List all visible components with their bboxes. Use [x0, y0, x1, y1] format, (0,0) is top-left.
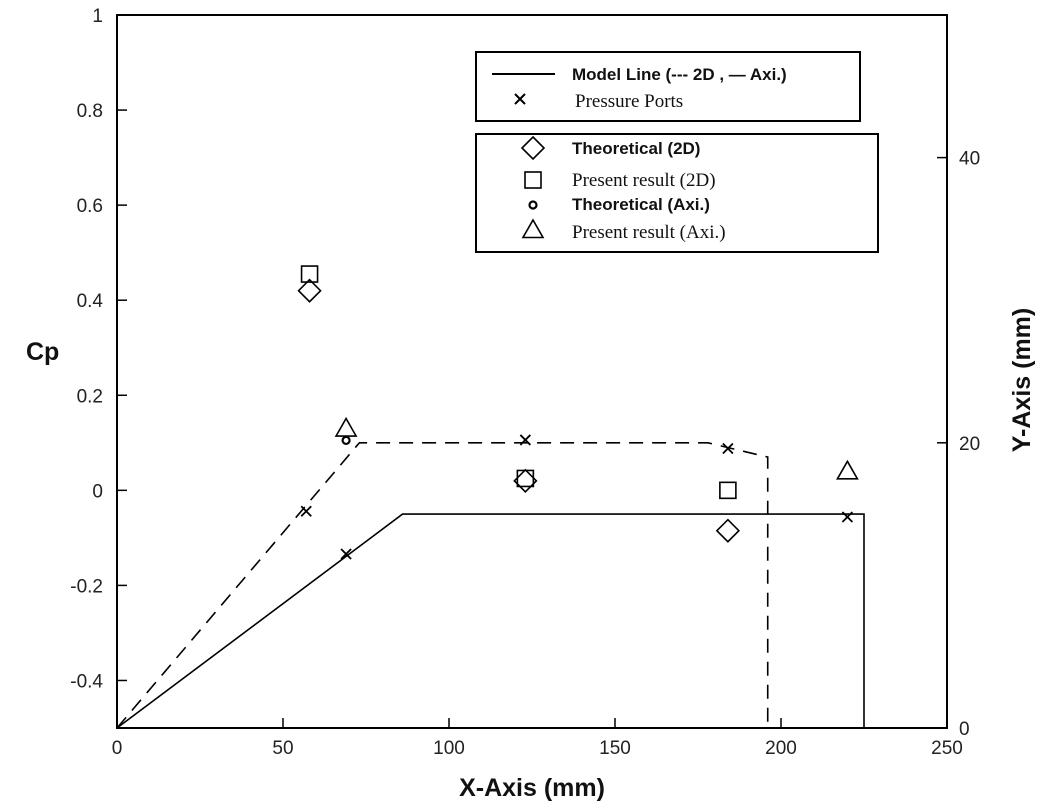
legend-pressure-port-marker	[514, 93, 526, 105]
x-tick-label: 100	[433, 738, 465, 759]
x-axis-title: X-Axis (mm)	[459, 774, 605, 802]
series-0-diamond-point	[297, 278, 322, 303]
x-tick-label: 0	[112, 738, 123, 759]
y-tick-label: 0.4	[77, 291, 104, 312]
series-1-square-point	[719, 481, 737, 500]
pressure-port-marker	[722, 442, 734, 455]
model-line-2d	[116, 441, 769, 729]
legend-series-0-label: Theoretical (2D)	[572, 139, 700, 158]
y2-tick-label: 40	[959, 149, 980, 170]
y-axis-right: 0 20 40	[937, 149, 980, 740]
x-tick-label: 50	[272, 738, 293, 759]
legend-series-3-label: Present result (Axi.)	[572, 222, 726, 243]
y-axis-title: Cp	[26, 338, 59, 366]
legend-series-2-label: Theoretical (Axi.)	[572, 195, 710, 214]
pressure-port-marker	[340, 548, 352, 560]
y-tick-label: -0.4	[70, 671, 103, 692]
legend-model-line-label: Model Line (--- 2D , — Axi.)	[572, 65, 787, 84]
y-tick-label: 0.6	[77, 196, 103, 217]
y2-tick-label: 0	[959, 719, 970, 740]
y-axis-left: -0.4 -0.2 0 0.2 0.4 0.6 0.8 1	[70, 6, 127, 692]
y2-tick-label: 20	[959, 434, 980, 455]
series-3-triangle-point	[334, 416, 358, 437]
x-tick-label: 250	[931, 738, 963, 759]
pressure-port-marker	[519, 434, 531, 446]
legend-box-2: Theoretical (2D) Present result (2D) The…	[475, 133, 879, 253]
legend-2-markers	[520, 135, 546, 239]
series-0-diamond-point	[715, 518, 741, 543]
legend-series-1-label: Present result (2D)	[572, 170, 716, 191]
data-markers	[297, 265, 859, 543]
legend-series-3-triangle-marker	[521, 218, 545, 239]
legend-pressure-ports-label: Pressure Ports	[575, 91, 683, 112]
y2-axis-title: Y-Axis (mm)	[1008, 308, 1036, 452]
pressure-port-marker	[841, 511, 854, 523]
plot-frame	[116, 14, 948, 729]
series-1-square-point	[300, 265, 319, 283]
pressure-port-marker	[300, 505, 312, 517]
model-lines	[116, 441, 865, 729]
series-1-square-point	[516, 469, 535, 488]
y-tick-label: 1	[92, 6, 103, 27]
legend-series-0-diamond-marker	[520, 135, 546, 161]
y-tick-label: -0.2	[70, 576, 103, 597]
model-line-axi	[116, 513, 865, 729]
y-tick-label: 0	[92, 481, 103, 502]
legend-box-1: Model Line (--- 2D , — Axi.) Pressure Po…	[475, 51, 861, 122]
pressure-ports	[300, 434, 854, 560]
legend-series-1-square-marker	[524, 171, 542, 189]
x-tick-label: 150	[599, 738, 631, 759]
y-tick-label: 0.8	[77, 101, 103, 122]
y-tick-label: 0.2	[77, 386, 103, 407]
x-tick-label: 200	[765, 738, 797, 759]
series-2-circle-point	[341, 435, 351, 446]
x-axis: 0 50 100 150 200 250	[112, 718, 963, 759]
series-3-triangle-point	[836, 459, 859, 480]
legend-series-2-circle-marker	[528, 200, 538, 210]
